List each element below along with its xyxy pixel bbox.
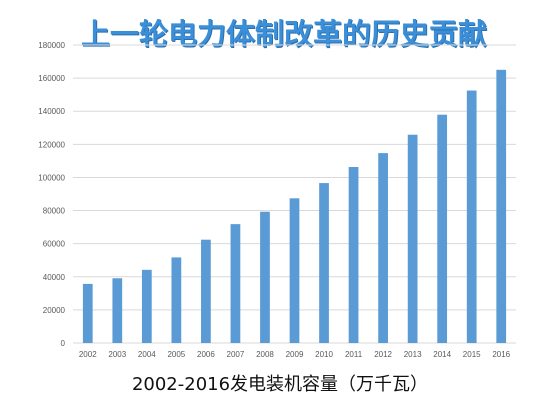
y-tick-label: 160000 — [38, 74, 65, 83]
chart-caption: 2002-2016发电装机容量（万千瓦） — [131, 374, 429, 395]
x-tick-label: 2009 — [286, 350, 304, 359]
y-tick-label: 180000 — [38, 41, 65, 50]
y-tick-label: 140000 — [38, 107, 65, 116]
x-tick-label: 2011 — [345, 350, 363, 359]
x-tick-label: 2013 — [404, 350, 422, 359]
bar-2009 — [289, 198, 300, 343]
y-tick-label: 80000 — [43, 207, 66, 216]
x-tick-label: 2007 — [227, 350, 245, 359]
x-tick-label: 2010 — [315, 350, 333, 359]
bar-2006 — [201, 239, 211, 343]
y-tick-label: 40000 — [43, 273, 66, 282]
x-tick-label: 2015 — [463, 350, 481, 359]
bar-2014 — [437, 114, 448, 344]
x-tick-label: 2014 — [433, 350, 451, 359]
bar-2010 — [319, 183, 329, 343]
x-tick-label: 2006 — [197, 350, 215, 359]
x-tick-label: 2012 — [374, 350, 392, 359]
x-tick-label: 2003 — [108, 350, 126, 359]
bar-2002 — [82, 283, 93, 343]
bar-2007 — [230, 224, 241, 343]
bar-2013 — [407, 134, 418, 343]
y-axis-ticks: 0 20000 40000 60000 80000 100000 120000 140000 1… — [38, 41, 65, 348]
bar-2011 — [348, 167, 359, 343]
y-tick-label: 120000 — [38, 140, 65, 149]
bars — [82, 69, 507, 344]
bar-2005 — [171, 257, 182, 343]
bar-2012 — [378, 153, 388, 343]
y-tick-label: 60000 — [43, 240, 66, 249]
x-axis-ticks: 2002 2003 2004 2005 2006 2007 2008 2009 2010 2011… — [79, 350, 511, 359]
bar-2015 — [466, 90, 477, 344]
bar-2008 — [260, 211, 270, 343]
y-tick-label: 100000 — [38, 173, 65, 182]
bar-2016 — [496, 69, 507, 343]
bar-2003 — [112, 278, 123, 343]
y-tick-label: 20000 — [43, 306, 66, 315]
x-tick-label: 2004 — [138, 350, 156, 359]
x-tick-label: 2002 — [79, 350, 97, 359]
x-tick-label: 2016 — [492, 350, 510, 359]
x-tick-label: 2005 — [167, 350, 185, 359]
bar-2004 — [141, 269, 152, 343]
x-tick-label: 2008 — [256, 350, 274, 359]
y-tick-label: 0 — [61, 339, 66, 348]
